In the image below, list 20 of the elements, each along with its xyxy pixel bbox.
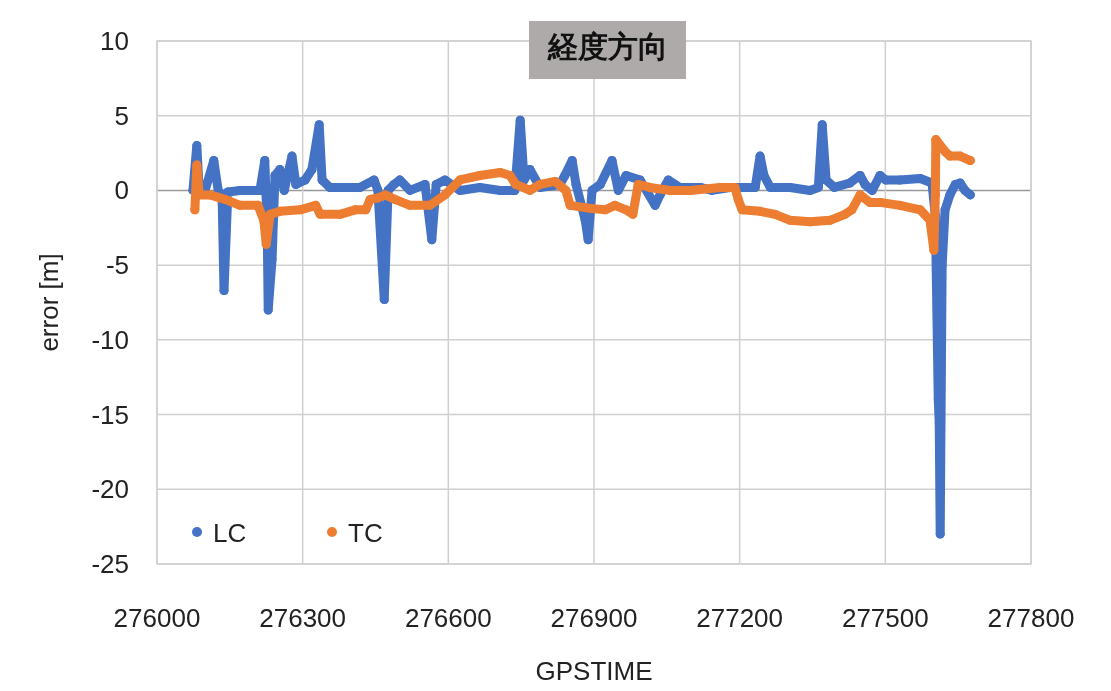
legend-label: LC — [213, 518, 247, 548]
y-tick-label: -25 — [91, 549, 129, 579]
x-tick-label: 276000 — [113, 603, 201, 633]
chart-title: 経度方向 — [547, 30, 668, 63]
x-tick-label: 276300 — [259, 603, 347, 633]
y-axis-title: error [m] — [34, 253, 64, 352]
x-tick-label: 276900 — [550, 603, 638, 633]
x-tick-label: 276600 — [404, 603, 492, 633]
x-tick-label: 277200 — [696, 603, 784, 633]
x-tick-label: 277500 — [841, 603, 929, 633]
y-tick-label: -20 — [91, 474, 129, 505]
x-tick-label: 277800 — [987, 603, 1075, 633]
y-tick-label: -15 — [91, 399, 129, 430]
y-tick-label: 0 — [114, 175, 129, 206]
legend-label: TC — [348, 518, 383, 548]
y-tick-label: 10 — [100, 26, 129, 56]
x-axis-title: GPSTIME — [535, 656, 653, 686]
y-tick-label: -5 — [105, 250, 129, 281]
y-tick-label: -10 — [91, 324, 129, 355]
y-tick-label: 5 — [114, 100, 129, 131]
